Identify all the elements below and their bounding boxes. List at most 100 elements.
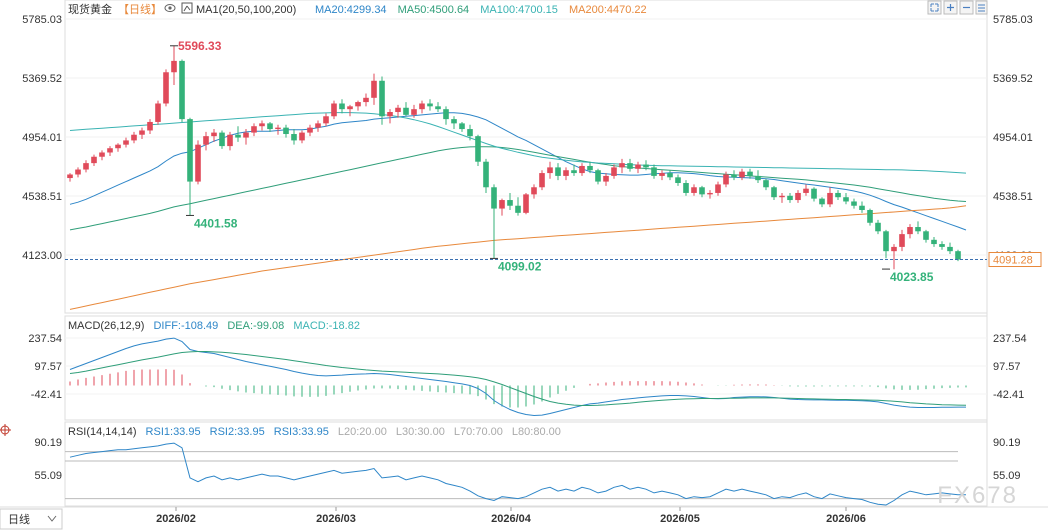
zoom-in-icon[interactable]: [943, 0, 958, 15]
candle-body: [555, 167, 561, 176]
macd-axis: 237.54 237.54 97.57 97.57 -42.41 -42.41: [28, 333, 1026, 401]
indicator-settings-icon[interactable]: [181, 2, 193, 14]
rsi3-value: 33.95: [301, 426, 329, 438]
l70-value: 70.00: [475, 426, 503, 438]
candle-body: [331, 103, 337, 117]
candle-body: [75, 169, 81, 175]
ma20-legend: MA20:4299.34: [315, 4, 387, 16]
last-price-box: [988, 252, 1042, 268]
candle-body: [147, 121, 153, 131]
candle-body: [435, 106, 441, 110]
l80-label: L80:: [512, 426, 533, 438]
ma-legend: MA20:4299.34 MA50:4500.64 MA100:4700.15 …: [315, 4, 647, 16]
price-tick-right: 4954.01: [993, 132, 1033, 144]
candle-body: [571, 170, 577, 174]
candle-body: [587, 165, 593, 171]
candle-body: [387, 112, 393, 117]
macd-histogram: [69, 369, 967, 408]
candle-body: [939, 244, 945, 247]
candle-body: [515, 205, 521, 213]
candle-body: [547, 167, 553, 174]
ma50-line: [69, 146, 967, 231]
candle-body: [131, 134, 137, 141]
candle-body: [563, 170, 569, 176]
candle-body: [531, 187, 537, 195]
candle-body: [707, 192, 713, 195]
footer-period-tab[interactable]: 日线: [0, 508, 63, 530]
candle-body: [619, 163, 625, 168]
candle-body: [779, 195, 785, 198]
macd-tick-right: -42.41: [993, 389, 1024, 401]
candle-body: [155, 103, 161, 122]
macd-tick-left: -42.41: [31, 389, 62, 401]
candle-body: [171, 60, 177, 73]
crosshair-icon[interactable]: [0, 424, 11, 436]
annotation-label: 4401.58: [194, 216, 238, 230]
candle-body: [811, 188, 817, 199]
candle-body: [635, 164, 641, 169]
chart-toolbar: [927, 0, 988, 15]
candle-body: [219, 132, 225, 147]
candle-body: [179, 60, 185, 120]
candle-body: [243, 132, 249, 138]
candle-body: [795, 192, 801, 201]
candle-body: [315, 123, 321, 128]
rsi-axis: 90.19 90.19 55.09 55.09: [34, 437, 1021, 500]
time-label: 2026/04: [491, 513, 532, 525]
candle-body: [851, 201, 857, 206]
candle-body: [875, 222, 881, 232]
candle-body: [611, 167, 617, 176]
macd-tick-left: 97.57: [34, 361, 62, 373]
ma50-legend: MA50:4500.64: [398, 4, 470, 16]
rsi-label: RSI(14,14,14): [68, 426, 136, 438]
macd-label: MACD(26,12,9): [68, 320, 144, 332]
candle-body: [731, 174, 737, 178]
macd-hist-label: MACD:: [293, 320, 328, 332]
candle-body: [163, 72, 169, 104]
fullscreen-icon[interactable]: [927, 0, 942, 15]
rsi-tick-left: 90.19: [34, 437, 62, 449]
macd-tick-right: 97.57: [993, 361, 1021, 373]
candle-body: [379, 80, 385, 117]
rsi-tick-right: 90.19: [993, 437, 1021, 449]
candle-body: [491, 187, 497, 209]
price-axis: 5785.03 5785.03 5369.52 5369.52 4954.01 4954.…: [22, 14, 1033, 262]
candle-body: [699, 187, 705, 195]
candle-body: [395, 107, 401, 113]
candle-body: [723, 174, 729, 185]
candle-body: [339, 103, 345, 110]
candle-body: [923, 231, 929, 240]
annotation-label: 4023.85: [890, 270, 934, 284]
price-tick-right: 4538.51: [993, 191, 1033, 203]
settings-icon[interactable]: [975, 0, 988, 15]
candle-body: [203, 136, 209, 145]
candle-body: [347, 106, 353, 110]
candle-body: [283, 127, 289, 135]
candle-body: [267, 123, 273, 130]
rsi-tick-right: 55.09: [993, 470, 1021, 482]
candle-body: [91, 156, 97, 164]
candle-body: [867, 209, 873, 223]
candle-body: [755, 175, 761, 181]
candle-body: [667, 173, 673, 178]
price-tick-left: 5785.03: [22, 14, 62, 26]
candle-body: [691, 187, 697, 193]
candle-body: [139, 130, 145, 135]
macd-dea-label: DEA:: [227, 320, 253, 332]
candle-body: [99, 152, 105, 157]
eye-icon[interactable]: [164, 4, 176, 12]
macd-lines: [69, 337, 967, 417]
candle-body: [627, 163, 633, 169]
rsi1-value: 33.95: [173, 426, 201, 438]
zoom-out-icon[interactable]: [959, 0, 974, 15]
period-tag[interactable]: 【日线】: [118, 2, 162, 16]
candle-body: [715, 184, 721, 193]
rsi-tick-left: 55.09: [34, 470, 62, 482]
candle-body: [83, 163, 89, 170]
candle-body: [819, 198, 825, 205]
macd-hist-value: -18.82: [329, 320, 360, 332]
candle-body: [411, 109, 417, 115]
candle-body: [251, 126, 257, 133]
l20-label: L20:: [338, 426, 359, 438]
